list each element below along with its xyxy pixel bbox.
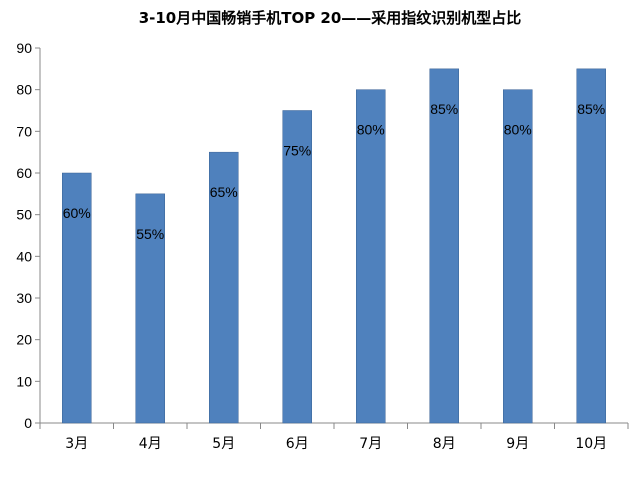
- y-tick-label: 90: [16, 40, 32, 56]
- data-labels: 60% 55% 65% 75% 80% 85% 80% 85%: [63, 101, 606, 242]
- bar: [576, 68, 606, 424]
- bar: [503, 89, 533, 424]
- x-tick-label: 5月: [212, 436, 235, 452]
- y-tick-label: 70: [16, 123, 32, 139]
- data-label: 80%: [357, 122, 385, 138]
- y-tick-label: 50: [16, 207, 32, 223]
- y-tick-label: 20: [16, 332, 32, 348]
- bar: [62, 172, 92, 424]
- y-axis: 0 10 20 30 40 50 60 70 80 90: [16, 40, 41, 431]
- x-tick-label: 9月: [506, 436, 529, 452]
- y-tick-label: 0: [24, 415, 32, 431]
- y-tick-label: 60: [16, 165, 32, 181]
- x-tick-label: 7月: [359, 436, 382, 452]
- bar: [209, 151, 239, 424]
- x-tick-label: 4月: [139, 436, 162, 452]
- x-axis: 3月 4月 5月 6月 7月 8月 9月 10月: [39, 422, 629, 452]
- bar: [356, 89, 386, 424]
- x-tick-label: 10月: [575, 436, 607, 452]
- bar: [429, 68, 459, 424]
- chart-title: 3-10月中国畅销手机TOP 20——采用指纹识别机型占比: [139, 9, 522, 27]
- x-tick-label: 3月: [65, 436, 88, 452]
- data-label: 85%: [577, 101, 605, 117]
- data-label: 60%: [63, 205, 91, 221]
- data-label: 55%: [136, 226, 164, 242]
- data-label: 75%: [283, 143, 311, 159]
- y-tick-label: 10: [16, 373, 32, 389]
- bar: [135, 193, 165, 424]
- data-label: 65%: [210, 184, 238, 200]
- bar: [282, 110, 312, 424]
- y-tick-label: 30: [16, 290, 32, 306]
- x-tick-label: 8月: [433, 436, 456, 452]
- data-label: 85%: [430, 101, 458, 117]
- y-tick-label: 40: [16, 248, 32, 264]
- bars: [62, 68, 606, 424]
- data-label: 80%: [504, 122, 532, 138]
- y-tick-label: 80: [16, 82, 32, 98]
- x-tick-label: 6月: [286, 436, 309, 452]
